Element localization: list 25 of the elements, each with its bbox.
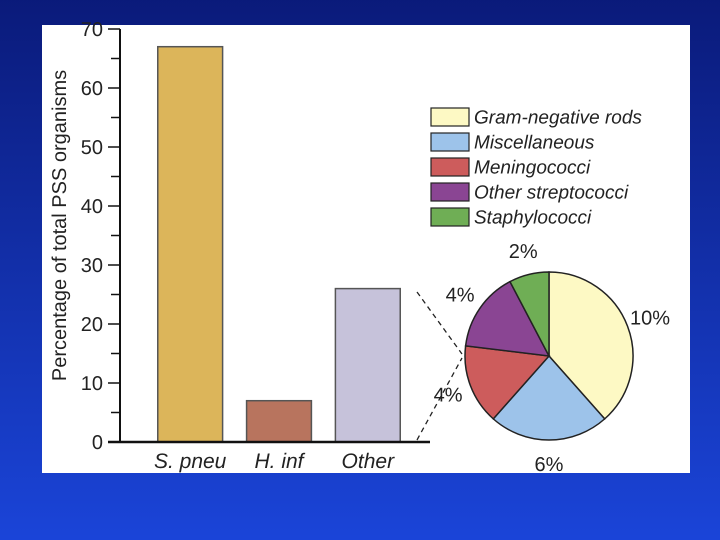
y-tick-label: 60: [80, 78, 103, 100]
y-axis-title: Percentage of total PSS organisms: [49, 70, 71, 382]
x-tick-label: S. pneu: [154, 450, 227, 473]
x-tick-label: H. inf: [254, 450, 306, 473]
y-tick-label: 20: [80, 314, 103, 336]
y-tick-label: 50: [80, 137, 103, 159]
data-label: 4%: [446, 284, 475, 307]
data-label: 2%: [508, 241, 538, 264]
y-tick-label: 0: [92, 432, 103, 454]
legend-label: Gram-negative rods: [474, 108, 642, 129]
legend-label: Other streptococci: [474, 182, 629, 204]
data-label: 4%: [434, 384, 463, 406]
bar: [246, 400, 312, 443]
y-tick-label: 30: [80, 255, 103, 277]
y-tick-label: 70: [80, 19, 103, 41]
data-label: 6%: [534, 454, 564, 476]
y-tick-label: 10: [80, 373, 103, 395]
bar: [334, 288, 401, 443]
bar: [157, 46, 224, 443]
data-label: 10%: [630, 308, 670, 330]
legend-label: Meningococci: [474, 158, 591, 179]
legend-label: Miscellaneous: [474, 132, 595, 154]
y-tick-label: 40: [80, 196, 103, 218]
legend-label: Staphylococci: [474, 208, 592, 229]
x-tick-label: Other: [342, 450, 396, 473]
